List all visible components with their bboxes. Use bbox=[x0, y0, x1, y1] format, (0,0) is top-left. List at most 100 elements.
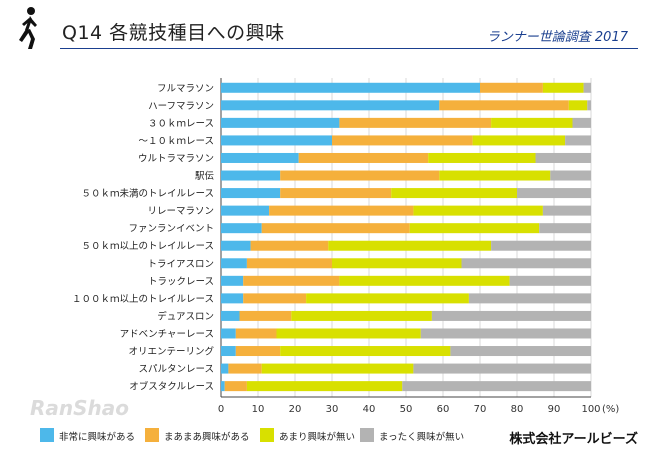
bar-segment bbox=[461, 258, 591, 269]
bar-segment bbox=[568, 100, 588, 111]
x-axis-ticks: 0 10 20 30 40 50 60 70 80 90 100 (%) bbox=[218, 404, 620, 415]
bar-segment bbox=[468, 293, 591, 304]
watermark: RanShao bbox=[30, 396, 130, 420]
x-tick-label: 0 bbox=[218, 404, 224, 415]
report-header: Q14 各競技種目への興味 ランナー世論調査 2017 bbox=[0, 0, 660, 60]
runner-icon bbox=[19, 7, 37, 49]
bar-segment bbox=[472, 135, 566, 146]
legend-label: あまり興味が無い bbox=[279, 432, 356, 443]
bar-segment bbox=[420, 328, 591, 339]
bar-segment bbox=[221, 275, 244, 286]
legend-swatch bbox=[260, 428, 274, 442]
survey-name: ランナー世論調査 2017 bbox=[486, 30, 628, 45]
bar-segment bbox=[306, 293, 469, 304]
legend-label: まあまあ興味がある bbox=[164, 432, 250, 443]
bar-segment bbox=[280, 188, 392, 199]
bar-segment bbox=[332, 135, 473, 146]
category-label: 駅伝 bbox=[195, 171, 215, 182]
bar-segment bbox=[542, 205, 591, 216]
bar-segment bbox=[235, 328, 277, 339]
bar-segment bbox=[221, 240, 251, 251]
category-label: オリエンテーリング bbox=[128, 346, 214, 358]
legend-label: まったく興味が無い bbox=[379, 432, 465, 443]
bar-segment bbox=[332, 258, 462, 269]
bar-segment bbox=[235, 346, 281, 357]
bar-segment bbox=[328, 240, 492, 251]
bar-segment bbox=[439, 170, 551, 181]
legend-swatch bbox=[360, 428, 374, 442]
bar-segment bbox=[480, 82, 543, 93]
bar-segment bbox=[409, 223, 540, 234]
category-label: ハーフマラソン bbox=[148, 101, 214, 112]
bars bbox=[221, 82, 591, 392]
bar-segment bbox=[221, 223, 262, 234]
bar-segment bbox=[221, 346, 236, 357]
category-label: アドベンチャーレース bbox=[120, 329, 214, 340]
bar-segment bbox=[491, 240, 591, 251]
bar-segment bbox=[221, 170, 281, 181]
x-axis-unit: (%) bbox=[602, 404, 619, 415]
bar-segment bbox=[280, 346, 451, 357]
bar-segment bbox=[339, 275, 510, 286]
bar-segment bbox=[243, 293, 307, 304]
category-label: ファンランイベント bbox=[128, 224, 214, 235]
bar-segment bbox=[246, 258, 332, 269]
bar-segment bbox=[291, 310, 432, 321]
bar-segment bbox=[413, 363, 591, 374]
bar-segment bbox=[221, 328, 236, 339]
bar-segment bbox=[280, 170, 440, 181]
category-label: スパルタンレース bbox=[138, 364, 214, 375]
bar-segment bbox=[246, 381, 403, 392]
bar-segment bbox=[509, 275, 591, 286]
bar-segment bbox=[391, 188, 517, 199]
bar-segment bbox=[276, 328, 421, 339]
bar-segment bbox=[221, 117, 340, 128]
category-label: ～１０ｋｍレース bbox=[138, 135, 214, 147]
bar-segment bbox=[250, 240, 329, 251]
bar-segment bbox=[565, 135, 591, 146]
bar-segment bbox=[539, 223, 591, 234]
x-tick-label: 10 bbox=[252, 404, 265, 415]
category-label: トライアスロン bbox=[147, 259, 214, 270]
bar-segment bbox=[221, 188, 281, 199]
page-title: Q14 各競技種目への興味 bbox=[62, 22, 285, 44]
category-label: ウルトラマラソン bbox=[138, 153, 214, 164]
bar-segment bbox=[221, 258, 247, 269]
category-label: フルマラソン bbox=[157, 83, 214, 94]
header-divider bbox=[60, 48, 638, 49]
bar-segment bbox=[221, 152, 299, 163]
gridlines bbox=[220, 78, 592, 398]
bar-segment bbox=[243, 275, 340, 286]
bar-segment bbox=[221, 100, 440, 111]
bar-segment bbox=[221, 293, 244, 304]
bar-segment bbox=[239, 310, 292, 321]
bar-segment bbox=[450, 346, 591, 357]
bar-segment bbox=[221, 381, 225, 392]
bar-segment bbox=[261, 363, 414, 374]
bar-segment bbox=[439, 100, 569, 111]
bar-segment bbox=[542, 82, 584, 93]
bar-segment bbox=[228, 363, 262, 374]
x-tick-label: 80 bbox=[511, 404, 524, 415]
x-tick-label: 50 bbox=[400, 404, 413, 415]
company-name: 株式会社アールビーズ bbox=[509, 432, 638, 447]
bar-segment bbox=[550, 170, 591, 181]
bar-segment bbox=[491, 117, 573, 128]
bar-segment bbox=[431, 310, 591, 321]
category-label: オブスタクルレース bbox=[129, 381, 214, 393]
bar-segment bbox=[261, 223, 410, 234]
bar-segment bbox=[583, 82, 591, 93]
bar-segment bbox=[339, 117, 492, 128]
category-label: トラックレース bbox=[148, 276, 214, 287]
bar-segment bbox=[535, 152, 591, 163]
x-tick-label: 30 bbox=[326, 404, 339, 415]
legend-swatch bbox=[145, 428, 159, 442]
x-tick-label: 40 bbox=[363, 404, 376, 415]
bar-segment bbox=[298, 152, 429, 163]
x-tick-label: 90 bbox=[548, 404, 561, 415]
category-label: １００ｋｍ以上のトレイルレース bbox=[72, 293, 214, 305]
x-tick-label: 70 bbox=[474, 404, 487, 415]
category-label: ５０ｋｍ未満のトレイルレース bbox=[81, 188, 214, 200]
